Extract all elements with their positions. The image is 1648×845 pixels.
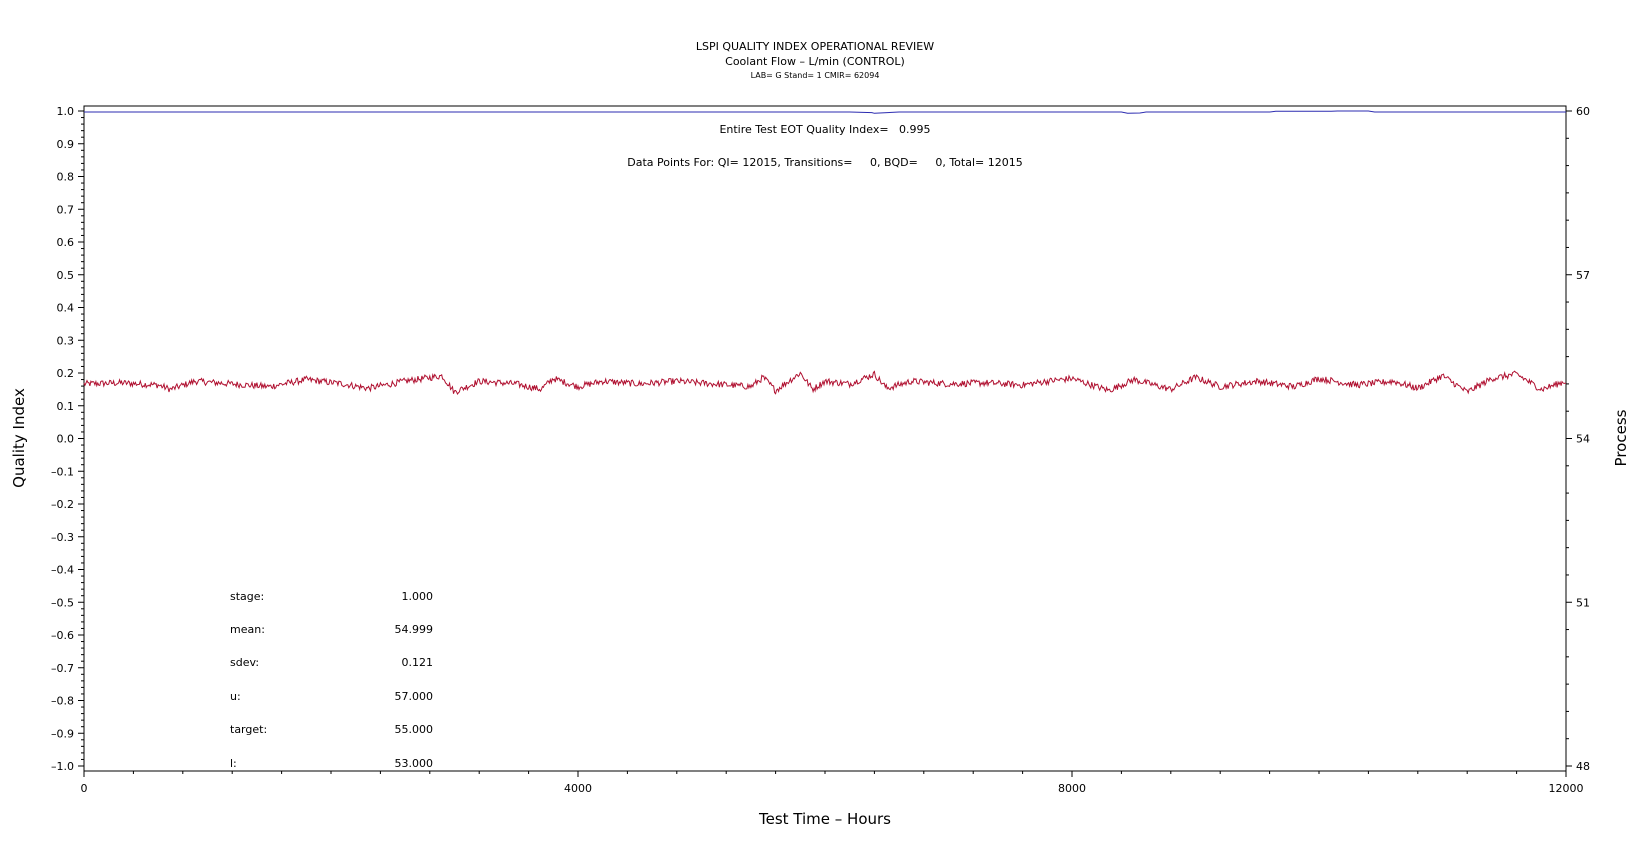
x-tick-label: 0 xyxy=(81,782,88,795)
stat-label-stage: stage: xyxy=(230,590,264,603)
y-axis-ticks: 1.0 0.9 0.8 0.7 0.6 0.5 0.4 0.3 0.2 0.1 0.0 –0.1 –0.… xyxy=(51,105,84,773)
stat-value-mean: 54.999 xyxy=(395,623,434,636)
y2-axis-label: Process xyxy=(1612,409,1630,466)
x-tick-label: 4000 xyxy=(564,782,592,795)
series-line-process xyxy=(83,370,1566,395)
y2-tick-label: 54 xyxy=(1576,433,1590,446)
chart-subtitle: Coolant Flow – L/min (CONTROL) xyxy=(725,55,905,68)
y-tick-label: –0.7 xyxy=(51,662,74,675)
stat-value-sdev: 0.121 xyxy=(402,656,434,669)
datapoints-annotation: Data Points For: QI= 12015, Transitions=… xyxy=(627,156,1022,169)
y2-tick-label: 51 xyxy=(1576,596,1590,609)
y-tick-label: 0.3 xyxy=(57,334,75,347)
y-tick-label: –0.5 xyxy=(51,596,74,609)
y-tick-label: –0.9 xyxy=(51,727,74,740)
y-tick-label: –0.4 xyxy=(51,564,74,577)
x-axis-ticks: 0 4000 8000 12000 xyxy=(81,771,1584,795)
series-line-quality-index xyxy=(84,110,1566,114)
x-tick-label: 8000 xyxy=(1058,782,1086,795)
x-tick-label: 12000 xyxy=(1549,782,1584,795)
y2-tick-label: 48 xyxy=(1576,760,1590,773)
y-tick-label: 0.7 xyxy=(57,203,75,216)
stat-label-l: l: xyxy=(230,757,237,770)
y2-tick-label: 57 xyxy=(1576,269,1590,282)
chart-subsubtitle: LAB= G Stand= 1 CMIR= 62094 xyxy=(751,71,880,80)
y-axis-label: Quality Index xyxy=(10,388,28,488)
stat-label-target: target: xyxy=(230,723,267,736)
y-tick-label: –1.0 xyxy=(51,760,74,773)
y-tick-label: 0.9 xyxy=(57,138,75,151)
y-tick-label: 0.6 xyxy=(57,236,75,249)
stat-label-u: u: xyxy=(230,690,241,703)
stat-value-l: 53.000 xyxy=(395,757,434,770)
stat-label-sdev: sdev: xyxy=(230,656,259,669)
eot-annotation: Entire Test EOT Quality Index= 0.995 xyxy=(719,123,930,136)
stat-value-u: 57.000 xyxy=(395,690,434,703)
stats-block: stage: 1.000 mean: 54.999 sdev: 0.121 u:… xyxy=(230,590,433,770)
plot-frame xyxy=(83,105,1567,772)
y-tick-label: 0.2 xyxy=(57,367,75,380)
y-tick-label: –0.8 xyxy=(51,695,74,708)
y2-tick-label: 60 xyxy=(1576,105,1590,118)
y-tick-label: 0.8 xyxy=(57,171,75,184)
stat-value-target: 55.000 xyxy=(395,723,434,736)
y-tick-label: –0.1 xyxy=(51,465,74,478)
y-tick-label: 0.1 xyxy=(57,400,75,413)
y-tick-label: 0.4 xyxy=(57,302,75,315)
y-tick-label: –0.3 xyxy=(51,531,74,544)
chart-title: LSPI QUALITY INDEX OPERATIONAL REVIEW xyxy=(696,40,934,53)
y-tick-label: 1.0 xyxy=(57,105,75,118)
stat-value-stage: 1.000 xyxy=(402,590,434,603)
y-tick-label: 0.5 xyxy=(57,269,75,282)
y-tick-label: 0.0 xyxy=(57,433,75,446)
y-tick-label: –0.2 xyxy=(51,498,74,511)
y-tick-label: –0.6 xyxy=(51,629,74,642)
stat-label-mean: mean: xyxy=(230,623,265,636)
y2-axis-ticks: 60 57 54 51 48 xyxy=(1566,105,1590,773)
x-axis-label: Test Time – Hours xyxy=(758,810,891,828)
